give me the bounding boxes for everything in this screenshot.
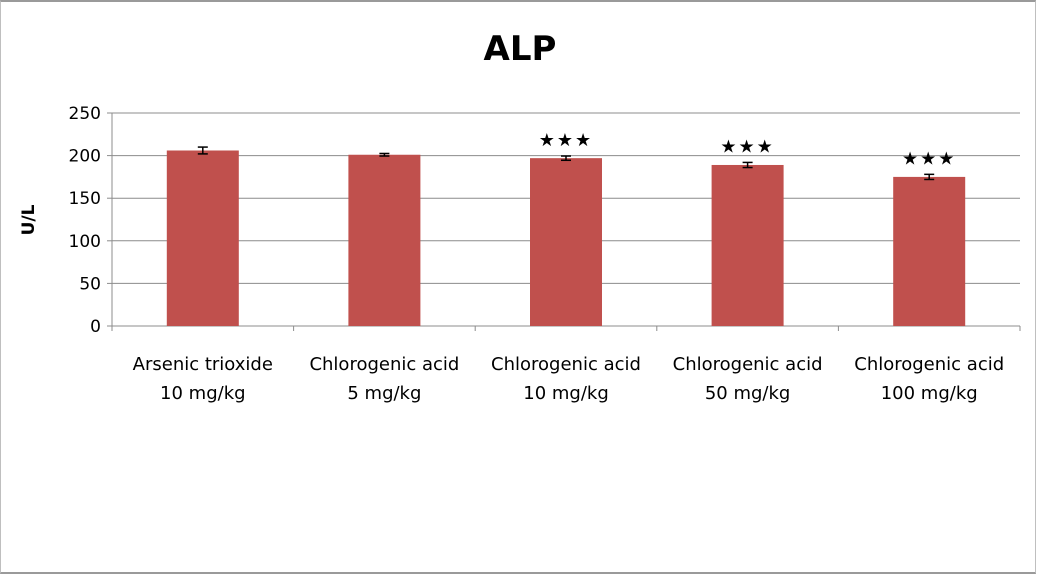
y-tick-label: 250 (69, 104, 101, 124)
significance-annotation: ★★★ (720, 136, 774, 157)
y-tick-label: 0 (90, 317, 101, 337)
y-tick-label: 50 (79, 274, 101, 294)
y-tick-label: 150 (69, 189, 101, 209)
y-tick-label: 200 (69, 147, 101, 167)
x-tick-label: 10 mg/kg (160, 383, 246, 404)
x-tick-label: 5 mg/kg (347, 383, 421, 404)
chart-title: ALP (484, 29, 557, 69)
x-tick-label: Chlorogenic acid (309, 354, 459, 375)
y-tick-label: 100 (69, 232, 101, 252)
y-axis-label: U/L (19, 204, 39, 235)
bar (893, 176, 966, 326)
x-tick-label: Chlorogenic acid (491, 354, 641, 375)
x-tick-label: 100 mg/kg (881, 383, 978, 404)
x-tick-label: Chlorogenic acid (854, 354, 1004, 375)
bar (530, 158, 602, 326)
bar (166, 150, 239, 326)
significance-annotation: ★★★ (902, 148, 956, 169)
x-tick-label: 10 mg/kg (523, 383, 609, 404)
x-tick-label: Arsenic trioxide (133, 354, 273, 375)
bars (166, 146, 966, 326)
x-tick-label: 50 mg/kg (705, 383, 791, 404)
significance-annotation: ★★★ (539, 130, 593, 151)
bar (348, 154, 421, 326)
x-tick-label: Chlorogenic acid (673, 354, 823, 375)
tick-labels: 0 50 100 150 200 250 Arsenic trioxide 10 mg/kg C… (69, 104, 1005, 404)
bar (711, 164, 784, 326)
